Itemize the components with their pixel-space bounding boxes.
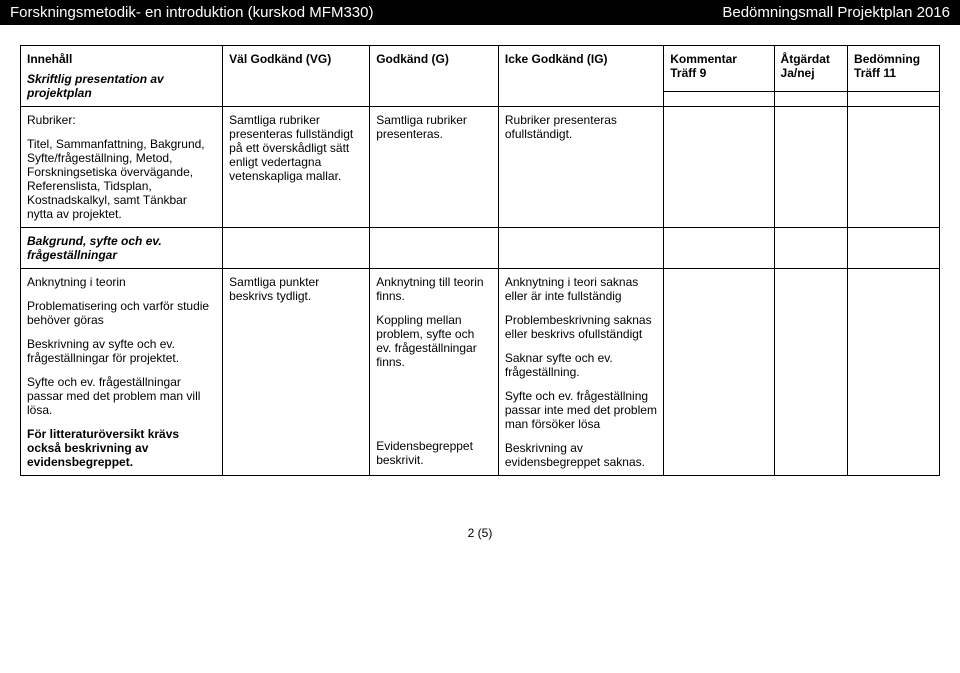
cell-text: Problematisering och varför studie behöv… <box>27 299 216 327</box>
cell-text: För litteraturöversikt krävs också beskr… <box>27 427 216 469</box>
cell-text: Anknytning i teorin <box>27 275 216 289</box>
fixed-cell <box>774 107 848 228</box>
col-header: Godkänd (G) <box>370 46 499 107</box>
fixed-cell <box>774 269 848 476</box>
col-header-text: Träff 11 <box>854 66 933 80</box>
cell-text: Syfte och ev. frågeställningar passar me… <box>27 375 216 417</box>
criteria-cell: Rubriker: Titel, Sammanfattning, Bakgrun… <box>21 107 223 228</box>
table-header-row: Innehåll Skriftlig presentation av proje… <box>21 46 940 92</box>
empty-cell <box>774 92 848 107</box>
empty-cell <box>664 92 774 107</box>
vg-cell: Samtliga rubriker presenteras fullständi… <box>223 107 370 228</box>
grade-cell <box>848 107 940 228</box>
g-cell: Samtliga rubriker presenteras. <box>370 107 499 228</box>
col-header: Väl Godkänd (VG) <box>223 46 370 107</box>
cell-text: Problembeskrivning saknas eller beskrivs… <box>505 313 657 341</box>
cell-text: Evidensbegreppet beskrivit. <box>376 439 492 467</box>
cell-text: Anknytning till teorin finns. <box>376 275 492 303</box>
section-title: Skriftlig presentation av projektplan <box>27 72 216 100</box>
col-header: Kommentar Träff 9 <box>664 46 774 92</box>
col-header: Icke Godkänd (IG) <box>498 46 663 107</box>
cell-text: Anknytning i teori saknas eller är inte … <box>505 275 657 303</box>
empty-cell <box>848 92 940 107</box>
col-header-text: Kommentar <box>670 52 767 66</box>
table-row: Bakgrund, syfte och ev. frågeställningar <box>21 228 940 269</box>
col-header: Bedömning Träff 11 <box>848 46 940 92</box>
page-body: Innehåll Skriftlig presentation av proje… <box>0 25 960 550</box>
col-header-text: Träff 9 <box>670 66 767 80</box>
banner-right: Bedömningsmall Projektplan 2016 <box>722 4 950 21</box>
empty-cell <box>848 228 940 269</box>
col-header-text: Åtgärdat <box>781 52 842 66</box>
comment-cell <box>664 269 774 476</box>
cell-text: Koppling mellan problem, syfte och ev. f… <box>376 313 492 369</box>
cell-text: Rubriker: <box>27 113 216 127</box>
banner-left: Forskningsmetodik- en introduktion (kurs… <box>10 4 373 21</box>
comment-cell <box>664 107 774 228</box>
empty-cell <box>498 228 663 269</box>
grade-cell <box>848 269 940 476</box>
empty-cell <box>370 228 499 269</box>
table-row: Rubriker: Titel, Sammanfattning, Bakgrun… <box>21 107 940 228</box>
ig-cell: Rubriker presenteras ofullständigt. <box>498 107 663 228</box>
col-header-text: Innehåll <box>27 52 216 66</box>
cell-text: Saknar syfte och ev. frågeställning. <box>505 351 657 379</box>
table-row: Anknytning i teorin Problematisering och… <box>21 269 940 476</box>
header-banner: Forskningsmetodik- en introduktion (kurs… <box>0 0 960 25</box>
cell-text: Beskrivning av evidensbegreppet saknas. <box>505 441 657 469</box>
cell-text: Titel, Sammanfattning, Bakgrund, Syfte/f… <box>27 137 216 221</box>
col-header-text: Bedömning <box>854 52 933 66</box>
ig-cell: Anknytning i teori saknas eller är inte … <box>498 269 663 476</box>
empty-cell <box>223 228 370 269</box>
cell-text: Syfte och ev. frågeställning passar inte… <box>505 389 657 431</box>
rubric-table: Innehåll Skriftlig presentation av proje… <box>20 45 940 476</box>
vg-cell: Samtliga punkter beskrivs tydligt. <box>223 269 370 476</box>
col-header: Åtgärdat Ja/nej <box>774 46 848 92</box>
g-cell: Anknytning till teorin finns. Koppling m… <box>370 269 499 476</box>
criteria-cell: Anknytning i teorin Problematisering och… <box>21 269 223 476</box>
empty-cell <box>774 228 848 269</box>
page-number: 2 (5) <box>20 526 940 540</box>
empty-cell <box>664 228 774 269</box>
cell-text: Beskrivning av syfte och ev. frågeställn… <box>27 337 216 365</box>
section-title-cell: Bakgrund, syfte och ev. frågeställningar <box>21 228 223 269</box>
col-header-text: Ja/nej <box>781 66 842 80</box>
col-header: Innehåll Skriftlig presentation av proje… <box>21 46 223 107</box>
